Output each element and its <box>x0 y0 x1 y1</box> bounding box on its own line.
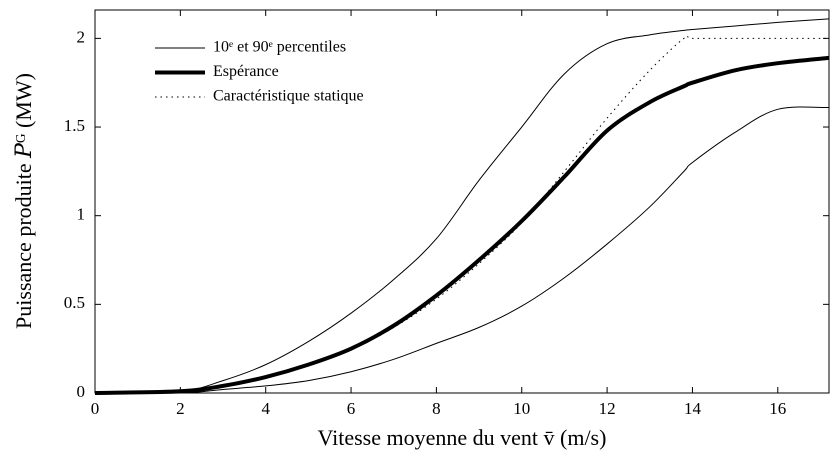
x-axis-label: Vitesse moyenne du vent v̄ (m/s) <box>318 425 607 450</box>
legend-text: Espérance <box>213 63 279 80</box>
x-tick-label: 6 <box>347 399 356 418</box>
y-tick-label: 0 <box>77 382 86 401</box>
legend-text: 10ᵉ et 90ᵉ percentiles <box>213 39 346 56</box>
y-axis-label: Puissance produite 𝑃ᴳ (MW) <box>11 73 36 329</box>
y-tick-label: 1.5 <box>64 116 85 135</box>
x-tick-label: 16 <box>769 399 786 418</box>
x-tick-label: 10 <box>513 399 530 418</box>
series-line <box>94 106 830 394</box>
series-line <box>94 35 829 394</box>
x-tick-label: 2 <box>176 399 185 418</box>
plot-frame <box>94 9 830 394</box>
y-tick-label: 1 <box>77 205 86 224</box>
y-tick-label: 2 <box>77 27 86 46</box>
series-line <box>94 18 830 394</box>
legend-text: Caractéristique statique <box>213 88 364 105</box>
y-tick-label: 0.5 <box>64 293 85 312</box>
x-tick-label: 12 <box>599 399 616 418</box>
x-tick-label: 4 <box>261 399 270 418</box>
x-tick-label: 0 <box>91 399 100 418</box>
x-tick-label: 8 <box>432 399 441 418</box>
x-tick-label: 14 <box>684 399 702 418</box>
series-line <box>94 55 830 395</box>
